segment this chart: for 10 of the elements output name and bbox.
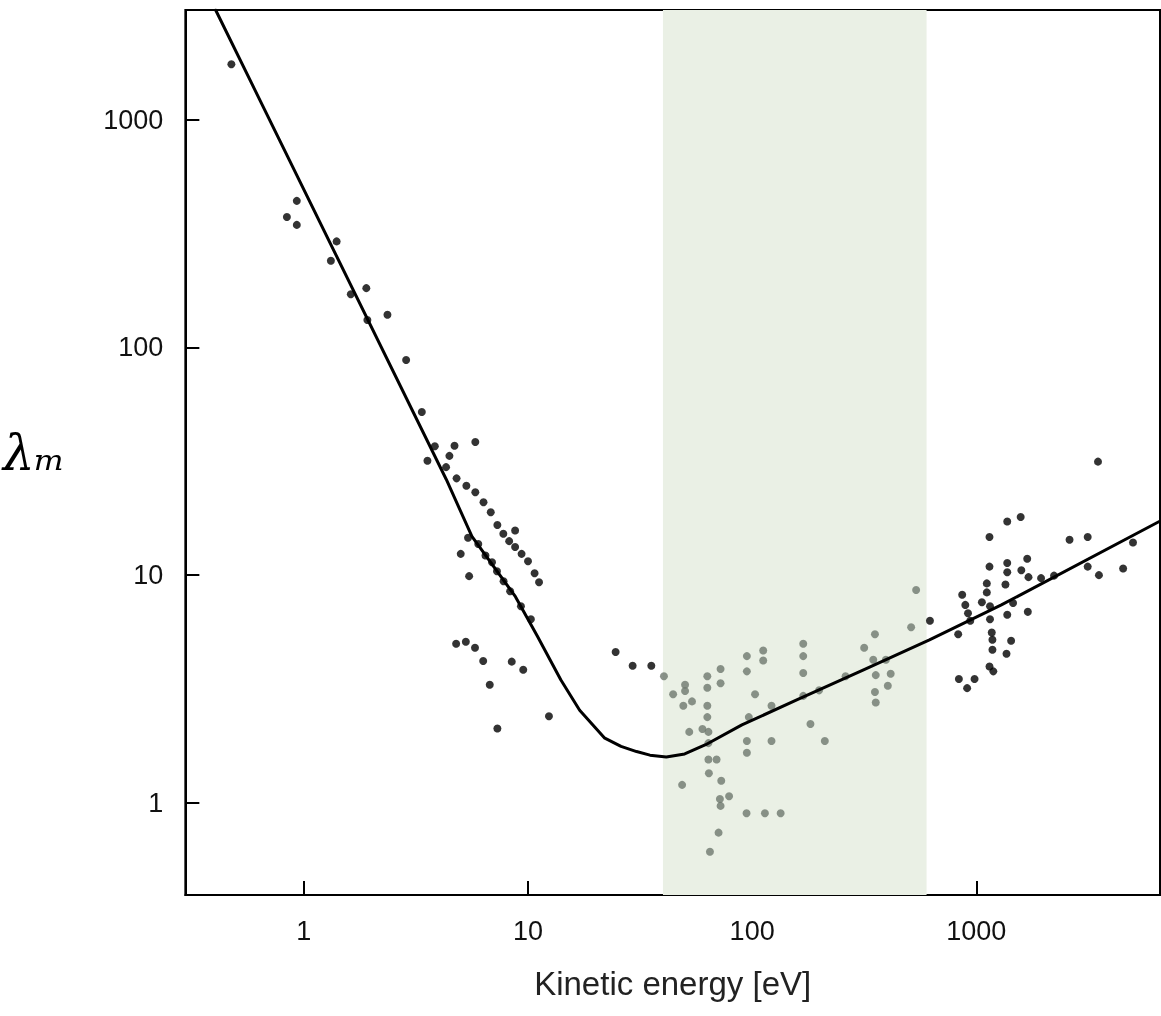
y-axis-title: λₘ <box>0 423 66 482</box>
x-tick-label: 10 <box>512 915 544 946</box>
x-tick-label: 100 <box>729 915 775 946</box>
y-tick-label: 100 <box>118 332 164 363</box>
x-tick-label: 1000 <box>946 915 1007 946</box>
x-axis-title: Kinetic energy [eV] <box>534 965 812 1002</box>
y-tick-label: 1000 <box>103 104 164 135</box>
y-tick-label: 1 <box>148 787 164 818</box>
y-tick-label: 10 <box>133 560 164 591</box>
x-tick-label: 1 <box>296 915 312 946</box>
